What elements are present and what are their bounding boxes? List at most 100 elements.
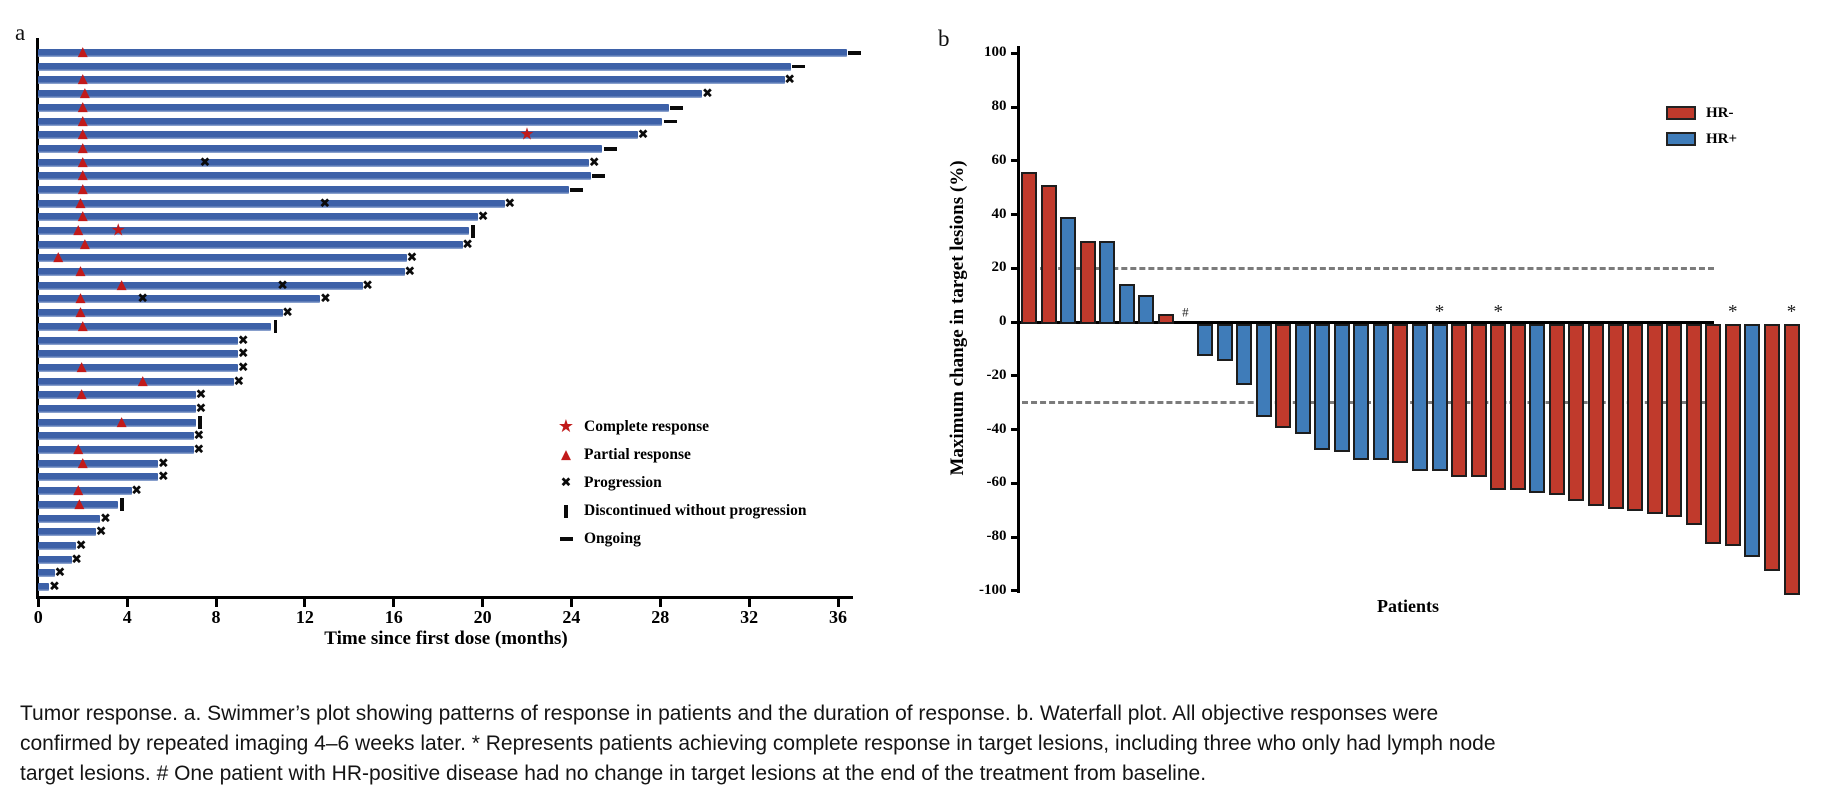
waterfall-bar [1431, 324, 1448, 472]
complete-response-legend-icon: ★ [557, 416, 575, 437]
progression-marker: ✖ [137, 291, 149, 307]
swimmer-bar [38, 199, 505, 208]
partial-response-marker: ▲ [75, 304, 86, 320]
waterfall-plot-panel: b # * * * * 100 80 60 40 20 0 -20 -40 -60 -80 -100 Max… [900, 0, 1835, 660]
waterfall-bar [1588, 324, 1604, 506]
progression-marker: ✖ [784, 72, 796, 88]
y-axis-tick-label: -60 [986, 474, 1007, 491]
partial-response-marker: ▲ [77, 181, 88, 197]
y-axis-tick [1010, 589, 1019, 593]
waterfall-bar [1294, 324, 1311, 434]
progression-marker: ✖ [477, 209, 489, 225]
progression-marker: ✖ [277, 278, 289, 294]
partial-response-marker: ▲ [53, 249, 64, 265]
partial-response-marker: ▲ [116, 277, 127, 293]
progression-marker: ✖ [237, 360, 249, 376]
swimmer-bar [38, 569, 55, 578]
swimmer-bar [38, 158, 590, 167]
waterfall-bar [1724, 324, 1741, 547]
x-axis-tick [747, 599, 751, 607]
y-axis-tick [1010, 481, 1019, 485]
y-axis-tick-label: -20 [986, 366, 1007, 383]
swimmer-bar [38, 418, 196, 427]
swimmer-bar [38, 213, 479, 222]
waterfall-bar [1138, 295, 1155, 324]
swimmer-x-axis [36, 596, 853, 599]
waterfall-bar [1372, 324, 1389, 461]
y-axis-tick-label: 80 [991, 98, 1007, 114]
progression-marker: ✖ [193, 428, 205, 444]
waterfall-bar [1568, 324, 1585, 501]
waterfall-x-axis-title: Patients [1377, 596, 1439, 616]
partial-response-marker: ▲ [76, 359, 87, 375]
waterfall-bar [1099, 241, 1116, 324]
progression-marker: ✖ [199, 155, 211, 170]
waterfall-bar [1216, 324, 1233, 361]
x-axis-tick [481, 599, 485, 607]
swimmer-bar [38, 185, 570, 194]
swimmer-bar [38, 49, 847, 57]
swimmer-bar [38, 281, 363, 290]
x-axis-tick [36, 599, 40, 607]
progression-marker: ✖ [462, 237, 474, 253]
progression-legend-icon: ✖ [560, 475, 572, 491]
progression-marker: ✖ [48, 579, 60, 595]
swimmer-bar [38, 295, 321, 304]
waterfall-bar [1118, 284, 1135, 324]
x-axis-tick [303, 599, 307, 607]
waterfall-bar [1509, 324, 1526, 490]
y-axis-tick [1010, 428, 1019, 431]
swimmer-bar [38, 62, 792, 71]
swimmer-bar [38, 404, 196, 413]
no-change-hash-annotation: # [1182, 304, 1189, 320]
swimmer-bar [38, 144, 603, 153]
partial-response-marker: ▲ [73, 222, 84, 238]
waterfall-bar [1470, 324, 1487, 477]
partial-response-marker: ▲ [79, 236, 90, 252]
swimmer-bar [38, 240, 463, 249]
x-axis-tick-label: 16 [384, 607, 403, 627]
y-axis-tick [1010, 266, 1019, 270]
waterfall-bar [1529, 324, 1546, 493]
x-axis-tick [658, 599, 662, 607]
panel-b-label: b [938, 26, 950, 51]
swimmer-bar [38, 350, 239, 359]
partial-response-marker: ▲ [77, 113, 88, 128]
waterfall-bar [1060, 217, 1077, 324]
figure-caption: Tumor response. a. Swimmer’s plot showin… [20, 702, 1496, 785]
waterfall-bar [1666, 324, 1683, 517]
progression-marker: ✖ [193, 442, 205, 458]
swimmer-bar [38, 76, 785, 85]
waterfall-bar [1763, 324, 1780, 571]
y-axis-tick-label: -100 [979, 581, 1007, 598]
ongoing-marker [570, 188, 584, 192]
y-axis-tick-label: -40 [986, 420, 1007, 437]
x-axis-tick-label: 8 [211, 607, 221, 627]
waterfall-bar [1490, 324, 1507, 490]
y-axis-tick [1010, 320, 1019, 324]
x-axis-tick [392, 599, 396, 607]
y-axis-tick-label: 0 [999, 313, 1007, 329]
waterfall-y-axis [1017, 46, 1020, 593]
progression-marker: ✖ [100, 511, 111, 526]
progression-marker: ✖ [195, 387, 207, 403]
waterfall-bar [1685, 324, 1702, 525]
partial-response-legend-icon: ▲ [561, 447, 571, 463]
progression-marker: ✖ [237, 333, 249, 348]
progression-marker: ✖ [54, 565, 66, 581]
progression-marker: ✖ [157, 456, 169, 472]
y-axis-tick-label: 20 [991, 259, 1007, 276]
y-axis-tick-label: -80 [986, 528, 1007, 544]
swimmer-bar [38, 90, 703, 99]
waterfall-bar [1412, 324, 1428, 472]
waterfall-bar [1040, 185, 1057, 324]
waterfall-bar [1607, 324, 1624, 509]
swimmer-legend-label: Complete response [584, 418, 709, 435]
waterfall-bar [1783, 324, 1800, 595]
progression-marker: ✖ [319, 196, 331, 212]
swimmer-bar [38, 377, 234, 386]
x-axis-tick-label: 36 [829, 607, 847, 627]
swimmer-bar [38, 391, 196, 400]
swimmer-bar [38, 473, 159, 482]
partial-response-marker: ▲ [77, 208, 88, 224]
